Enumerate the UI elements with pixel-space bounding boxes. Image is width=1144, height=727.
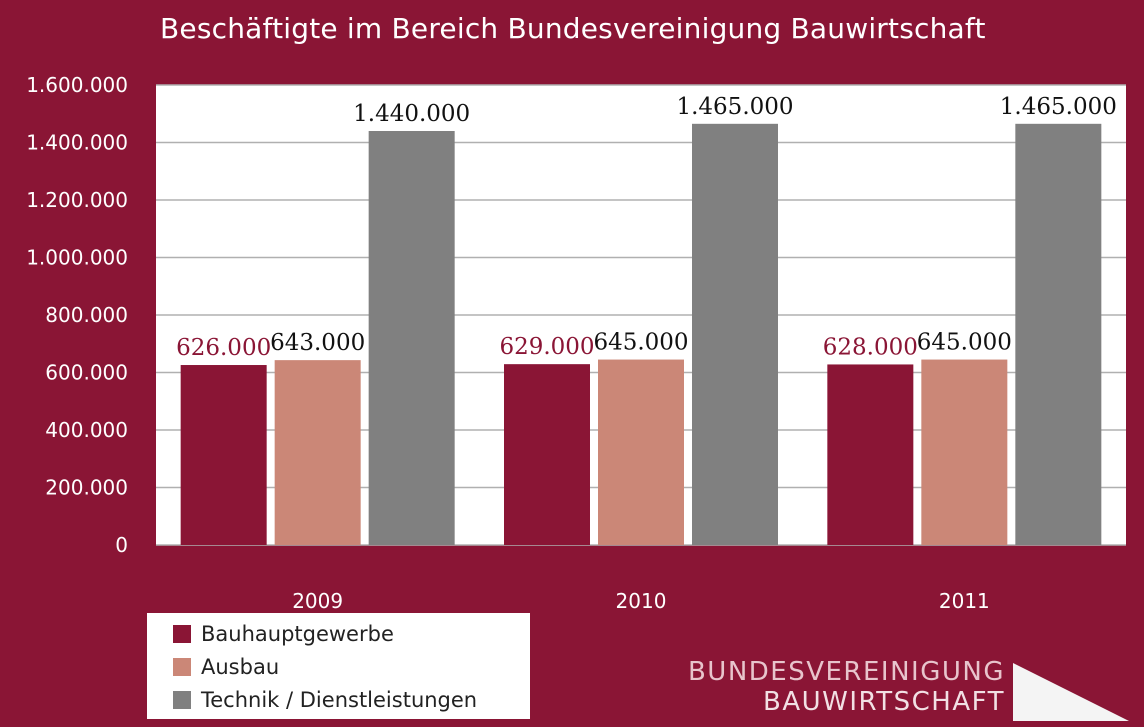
x-tick-label: 2009 — [292, 589, 343, 613]
y-tick-label: 0 — [115, 533, 128, 557]
data-label: 1.440.000 — [353, 101, 470, 127]
bar — [368, 131, 455, 545]
y-tick-label: 1.600.000 — [26, 73, 128, 97]
legend-item-ausbau: Ausbau — [173, 650, 530, 683]
bar — [1015, 123, 1102, 545]
bar — [504, 364, 590, 545]
legend-label: Bauhauptgewerbe — [201, 621, 394, 646]
data-label: 643.000 — [270, 330, 365, 356]
data-label: 629.000 — [499, 334, 594, 360]
data-label: 1.465.000 — [1000, 94, 1117, 120]
y-tick-label: 400.000 — [45, 418, 128, 442]
bar — [180, 365, 267, 545]
chart-title: Beschäftigte im Bereich Bundesvereinigun… — [160, 12, 986, 45]
bar — [274, 360, 361, 545]
logo-triangle-icon — [1013, 663, 1129, 721]
legend-item-technik: Technik / Dienstleistungen — [173, 683, 530, 716]
bar — [827, 364, 914, 545]
logo-text-line1: BUNDESVEREINIGUNG — [687, 657, 1005, 687]
data-label: 628.000 — [823, 334, 918, 360]
bar-chart: 0 200.000 400.000 600.000 800.000 1.000.000 1.… — [26, 73, 1126, 613]
x-tick-label: 2011 — [939, 589, 990, 613]
bar — [921, 359, 1008, 545]
legend-swatch — [173, 690, 191, 709]
legend-label: Technik / Dienstleistungen — [201, 687, 478, 712]
legend-swatch — [173, 657, 191, 676]
data-label: 645.000 — [593, 330, 688, 356]
x-tick-label: 2010 — [616, 589, 667, 613]
y-tick-label: 200.000 — [45, 476, 128, 500]
data-label: 1.465.000 — [676, 94, 793, 120]
legend-swatch — [173, 624, 191, 643]
logo: BUNDESVEREINIGUNG BAUWIRTSCHAFT — [688, 657, 1133, 721]
legend: Bauhauptgewerbe Ausbau Technik / Dienstl… — [147, 613, 530, 719]
legend-item-bauhauptgewerbe: Bauhauptgewerbe — [173, 617, 530, 650]
logo-text-line2: BAUWIRTSCHAFT — [763, 687, 1005, 717]
data-label: 626.000 — [176, 335, 271, 361]
y-tick-label: 1.400.000 — [26, 131, 128, 155]
y-tick-label: 600.000 — [45, 361, 128, 385]
legend-label: Ausbau — [201, 654, 280, 679]
y-tick-label: 1.000.000 — [26, 246, 128, 270]
data-label: 645.000 — [917, 330, 1012, 356]
bar — [692, 123, 778, 545]
y-tick-label: 1.200.000 — [26, 188, 128, 212]
y-tick-label: 800.000 — [45, 303, 128, 327]
bar — [598, 359, 684, 545]
